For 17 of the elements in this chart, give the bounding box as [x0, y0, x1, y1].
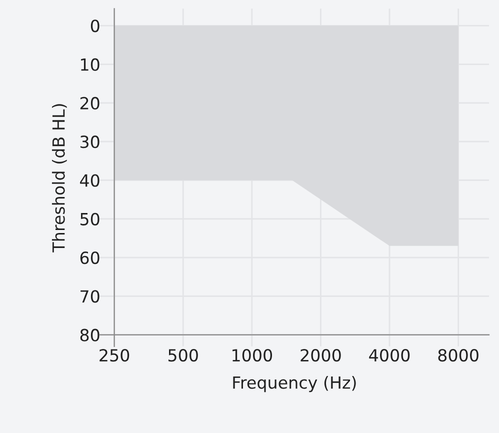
y-tick-label: 10 — [81, 58, 100, 71]
y-tick-label: 50 — [80, 212, 100, 226]
x-tick-label: 250 — [100, 348, 130, 362]
y-tick-label: 40 — [80, 174, 100, 187]
x-axis-title: Frequency (Hz) — [233, 376, 356, 392]
y-tick-label: 20 — [80, 96, 100, 110]
y-axis-title: Threshold (dB HL) — [52, 104, 67, 252]
y-tick-label: 60 — [80, 251, 100, 264]
y-tick-label: 80 — [80, 328, 100, 342]
y-tick-label: 0 — [90, 20, 100, 32]
x-tick-label: 4000 — [369, 348, 410, 362]
x-tick-label: 2000 — [300, 348, 341, 362]
x-tick-label: 500 — [168, 348, 198, 362]
x-tick-label: 8000 — [438, 348, 478, 362]
y-tick-label: 30 — [80, 136, 100, 148]
x-tick-label: 1000 — [232, 348, 272, 362]
y-tick-label: 70 — [80, 290, 100, 303]
